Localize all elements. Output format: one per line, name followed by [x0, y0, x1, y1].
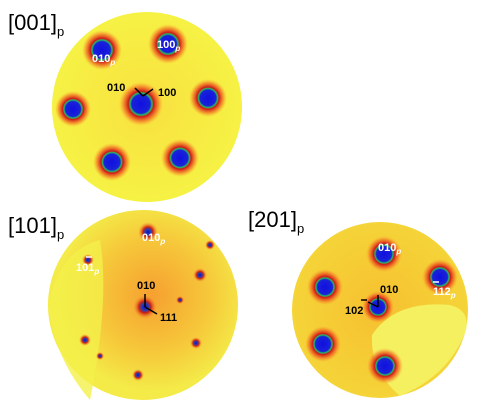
index-text: 112 [433, 286, 451, 298]
spot [305, 326, 341, 362]
index-label: 102 [345, 305, 363, 317]
spot [55, 91, 91, 127]
index-label: 010 [137, 280, 155, 292]
spot [190, 337, 202, 349]
index-sub: p [159, 237, 165, 246]
spot [193, 268, 207, 282]
index-label: 010p [378, 242, 401, 256]
spot [132, 369, 144, 381]
index-label: 010 [107, 82, 125, 94]
zone-sub: p [297, 221, 304, 236]
index-text: 100 [157, 39, 175, 51]
arrow [144, 294, 158, 315]
zone-title: [201]p [248, 207, 304, 236]
axes-arrows [134, 87, 154, 97]
index-sub: p [174, 44, 180, 53]
zone-title: [001]p [8, 10, 64, 39]
index-label: 010p [142, 232, 165, 246]
index-text: 010 [92, 53, 110, 65]
index-label: 010p [92, 53, 115, 67]
spot [161, 139, 199, 177]
spot [422, 259, 458, 295]
index-text: 010 [380, 284, 398, 296]
index-text: 102 [345, 305, 363, 317]
index-text: 101 [76, 262, 94, 274]
index-label: 010 [380, 284, 398, 296]
arrow [367, 295, 379, 308]
index-label: 101p [76, 262, 99, 276]
spot [93, 143, 131, 181]
spot [189, 79, 227, 117]
arrow [134, 87, 154, 97]
spots [55, 24, 227, 181]
index-sub: p [395, 247, 401, 256]
index-text: 010 [107, 82, 125, 94]
index-text: 010 [142, 232, 160, 244]
index-label: 111 [160, 312, 177, 324]
index-sub: p [93, 267, 99, 276]
overbars [86, 256, 439, 301]
spot [176, 296, 184, 304]
zone-index: [201] [248, 207, 297, 232]
index-text: 010 [137, 280, 155, 292]
axes-arrows [367, 295, 379, 308]
spot [205, 240, 215, 250]
index-label: 100 [158, 87, 176, 99]
zone-index: [001] [8, 10, 57, 35]
index-label: 112p [433, 286, 456, 300]
index-sub: p [450, 291, 456, 300]
spot [366, 236, 402, 272]
spot [138, 222, 158, 242]
spot [96, 352, 104, 360]
spot [79, 334, 91, 346]
spot [148, 24, 188, 64]
index-text: 010 [378, 242, 396, 254]
zone-sub: p [57, 24, 64, 39]
spot [307, 269, 343, 305]
spot [119, 82, 163, 126]
index-label: 100p [157, 39, 180, 53]
spot [82, 30, 122, 70]
axes-arrows [144, 294, 158, 315]
pale-region [48, 240, 104, 400]
zone-index: [101] [8, 213, 57, 238]
zone-sub: p [57, 227, 64, 242]
zone-title: [101]p [8, 213, 64, 242]
spot [367, 348, 403, 384]
index-text: 100 [158, 87, 176, 99]
index-text: 111 [160, 312, 177, 324]
index-sub: p [109, 58, 115, 67]
